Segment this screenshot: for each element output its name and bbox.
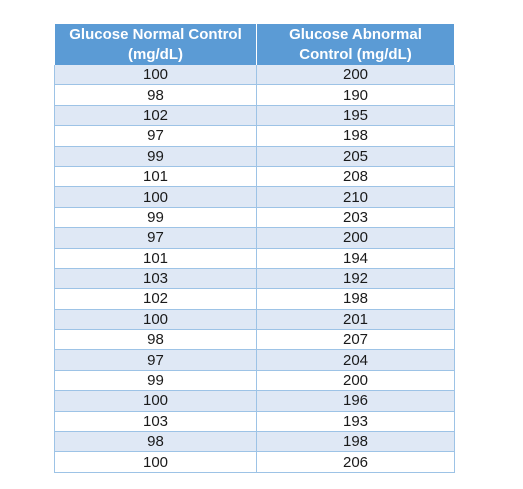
normal-value-cell: 100 <box>54 186 257 208</box>
abnormal-value-cell: 195 <box>256 105 455 127</box>
normal-value-cell: 100 <box>54 309 257 331</box>
normal-value-cell: 102 <box>54 105 257 127</box>
table-row: 98 207 <box>54 329 455 351</box>
header-normal-control: Glucose Normal Control (mg/dL) <box>54 24 257 65</box>
table-row: 99 203 <box>54 207 455 229</box>
table-row: 98 198 <box>54 431 455 453</box>
abnormal-value-cell: 205 <box>256 146 455 167</box>
table-row: 103 193 <box>54 411 455 433</box>
table-row: 97 198 <box>54 125 455 147</box>
abnormal-value-cell: 200 <box>256 65 455 86</box>
table-row: 99 200 <box>54 370 455 392</box>
table-row: 100 206 <box>54 451 455 473</box>
abnormal-value-cell: 201 <box>256 309 455 331</box>
table-row: 100 200 <box>54 65 455 86</box>
normal-value-cell: 103 <box>54 268 257 290</box>
table-row: 103 192 <box>54 268 455 290</box>
abnormal-value-cell: 198 <box>256 431 455 453</box>
table-row: 97 204 <box>54 349 455 371</box>
table-row: 102 198 <box>54 288 455 310</box>
table-row: 102 195 <box>54 105 455 127</box>
abnormal-value-cell: 203 <box>256 207 455 229</box>
normal-value-cell: 101 <box>54 248 257 269</box>
table-row: 98 190 <box>54 84 455 106</box>
normal-value-cell: 98 <box>54 84 257 106</box>
table-row: 100 196 <box>54 390 455 412</box>
glucose-table: Glucose Normal Control (mg/dL) Glucose A… <box>54 24 455 473</box>
table-row: 101 208 <box>54 166 455 188</box>
normal-value-cell: 97 <box>54 227 257 249</box>
abnormal-value-cell: 200 <box>256 227 455 249</box>
abnormal-value-cell: 208 <box>256 166 455 188</box>
normal-value-cell: 99 <box>54 370 257 392</box>
normal-value-cell: 97 <box>54 349 257 371</box>
normal-value-cell: 100 <box>54 65 257 86</box>
table-row: 99 205 <box>54 146 455 167</box>
glucose-table-container: Glucose Normal Control (mg/dL) Glucose A… <box>54 24 455 473</box>
table-header: Glucose Normal Control (mg/dL) Glucose A… <box>54 24 455 65</box>
table-row: 97 200 <box>54 227 455 249</box>
abnormal-value-cell: 198 <box>256 288 455 310</box>
header-abnormal-control: Glucose Abnormal Control (mg/dL) <box>256 24 455 65</box>
normal-value-cell: 102 <box>54 288 257 310</box>
table-row: 100 201 <box>54 309 455 331</box>
normal-value-cell: 97 <box>54 125 257 147</box>
table-row: 101 194 <box>54 248 455 269</box>
abnormal-value-cell: 190 <box>256 84 455 106</box>
header-row: Glucose Normal Control (mg/dL) Glucose A… <box>54 24 455 65</box>
abnormal-value-cell: 193 <box>256 411 455 433</box>
abnormal-value-cell: 206 <box>256 451 455 473</box>
normal-value-cell: 101 <box>54 166 257 188</box>
normal-value-cell: 103 <box>54 411 257 433</box>
normal-value-cell: 100 <box>54 390 257 412</box>
abnormal-value-cell: 200 <box>256 370 455 392</box>
abnormal-value-cell: 207 <box>256 329 455 351</box>
abnormal-value-cell: 204 <box>256 349 455 371</box>
abnormal-value-cell: 210 <box>256 186 455 208</box>
abnormal-value-cell: 198 <box>256 125 455 147</box>
normal-value-cell: 98 <box>54 329 257 351</box>
table-body: 100 200 98 190 102 195 97 198 99 205 101 208 1… <box>54 65 455 473</box>
normal-value-cell: 99 <box>54 207 257 229</box>
normal-value-cell: 100 <box>54 451 257 473</box>
normal-value-cell: 99 <box>54 146 257 167</box>
abnormal-value-cell: 192 <box>256 268 455 290</box>
normal-value-cell: 98 <box>54 431 257 453</box>
abnormal-value-cell: 194 <box>256 248 455 269</box>
abnormal-value-cell: 196 <box>256 390 455 412</box>
table-row: 100 210 <box>54 186 455 208</box>
